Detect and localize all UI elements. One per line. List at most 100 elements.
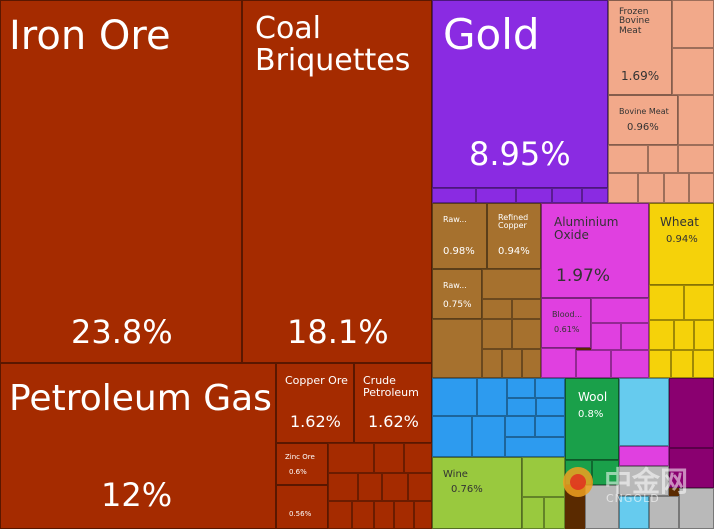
treemap-minor-tile	[693, 350, 714, 378]
tile-value: 23.8%	[71, 313, 173, 351]
treemap-minor-tile	[619, 466, 669, 496]
tile-label: Aluminium Oxide	[554, 215, 619, 242]
tile-label: Bovine Meat	[619, 107, 669, 116]
treemap-minor-tile	[619, 378, 669, 446]
treemap-minor-tile	[522, 349, 541, 378]
treemap-tile-gold[interactable]: Gold 8.95%	[432, 0, 608, 188]
treemap-tile-wool[interactable]: Wool 0.8%	[565, 378, 619, 460]
treemap-minor-tile	[404, 443, 432, 473]
treemap-minor-tile	[414, 501, 432, 529]
treemap-minor-tile	[672, 0, 714, 48]
tile-label: Iron Ore	[9, 13, 171, 59]
treemap-minor-tile	[505, 416, 535, 437]
treemap-tile-item-6[interactable]: 0.56%	[276, 485, 328, 529]
treemap-minor-tile	[482, 299, 512, 319]
tile-value: 0.98%	[443, 246, 475, 257]
treemap-tile-wheat[interactable]: Wheat 0.94%	[649, 203, 714, 285]
treemap-minor-tile	[649, 285, 684, 320]
treemap-tile-iron-ore[interactable]: Iron Ore 23.8%	[0, 0, 242, 363]
treemap-minor-tile	[374, 443, 404, 473]
treemap-minor-tile	[522, 497, 544, 529]
treemap-minor-tile	[576, 350, 611, 378]
tile-label: Copper Ore	[285, 374, 348, 387]
treemap-minor-tile	[328, 443, 374, 473]
treemap-minor-tile	[608, 173, 638, 203]
treemap-minor-tile	[482, 349, 502, 378]
tile-label: Frozen Bovine Meat	[619, 7, 650, 36]
treemap-minor-tile	[512, 319, 541, 349]
treemap-minor-tile	[522, 457, 565, 497]
treemap-minor-tile	[535, 378, 565, 398]
treemap-minor-tile	[505, 437, 565, 457]
tile-value: 1.62%	[368, 412, 419, 431]
treemap-minor-tile	[689, 173, 714, 203]
tile-value: 1.97%	[556, 266, 611, 286]
treemap-minor-tile	[638, 173, 664, 203]
treemap-tile-blood[interactable]: Blood... 0.61%	[541, 298, 591, 348]
tile-label: Raw...	[443, 281, 467, 290]
treemap-tile-raw[interactable]: Raw... 0.98%	[432, 203, 487, 269]
treemap-minor-tile	[394, 501, 414, 529]
treemap-minor-tile	[664, 173, 689, 203]
watermark-subtext: CNGOLD	[606, 492, 660, 505]
treemap-minor-tile	[674, 320, 694, 350]
treemap-minor-tile	[608, 145, 648, 173]
treemap-minor-tile	[502, 349, 522, 378]
treemap-tile-frozen-bovine-meat[interactable]: Frozen Bovine Meat 1.69%	[608, 0, 672, 95]
treemap-minor-tile	[472, 416, 505, 457]
treemap-minor-tile	[432, 416, 472, 457]
treemap-minor-tile	[591, 298, 649, 323]
treemap-minor-tile	[679, 488, 714, 529]
treemap-minor-tile	[611, 350, 649, 378]
treemap-minor-tile	[649, 350, 671, 378]
treemap-tile-crude-petroleum[interactable]: Crude Petroleum 1.62%	[354, 363, 432, 443]
treemap-tile-zinc-ore[interactable]: Zinc Ore 0.6%	[276, 443, 328, 485]
tile-value: 0.94%	[498, 246, 530, 257]
treemap-minor-tile	[482, 269, 541, 299]
treemap-tile-copper-ore[interactable]: Copper Ore 1.62%	[276, 363, 354, 443]
treemap-tile-wine[interactable]: Wine 0.76%	[432, 457, 522, 529]
tile-label: Gold	[443, 10, 540, 59]
treemap-minor-tile	[694, 320, 714, 350]
tile-label: Zinc Ore	[285, 453, 315, 461]
treemap-tile-refined-copper[interactable]: Refined Copper 0.94%	[487, 203, 541, 269]
treemap-minor-tile	[541, 348, 576, 378]
treemap-minor-tile	[649, 496, 679, 529]
tile-value: 0.96%	[627, 122, 659, 133]
treemap-tile-coal-briquettes[interactable]: Coal Briquettes 18.1%	[242, 0, 432, 363]
tile-value: 12%	[101, 476, 173, 514]
treemap-minor-tile	[476, 188, 516, 203]
treemap-tile-aluminium-oxide[interactable]: Aluminium Oxide 1.97%	[541, 203, 649, 298]
treemap-minor-tile	[328, 501, 352, 529]
treemap-minor-tile	[678, 95, 714, 145]
treemap-tile-petroleum-gas[interactable]: Petroleum Gas 12%	[0, 363, 276, 529]
tile-value: 0.6%	[289, 468, 307, 476]
treemap-minor-tile	[582, 188, 608, 203]
treemap-minor-tile	[535, 416, 565, 437]
tile-label: Raw...	[443, 215, 467, 224]
treemap-minor-tile	[482, 319, 512, 349]
treemap-minor-tile	[669, 448, 714, 488]
treemap-minor-tile	[621, 323, 649, 350]
tile-label: Coal Briquettes	[255, 11, 411, 78]
treemap-minor-tile	[374, 501, 394, 529]
treemap-minor-tile	[648, 145, 678, 173]
treemap-tile-raw[interactable]: Raw... 0.75%	[432, 269, 482, 319]
treemap-minor-tile	[512, 299, 541, 319]
treemap-tile-bovine-meat[interactable]: Bovine Meat 0.96%	[608, 95, 678, 145]
tile-value: 0.76%	[451, 484, 483, 495]
treemap-minor-tile	[507, 398, 536, 416]
treemap-minor-tile	[432, 378, 477, 416]
tile-label: Refined Copper	[498, 213, 529, 231]
treemap-minor-tile	[408, 473, 432, 501]
tile-label: Wine	[443, 469, 468, 480]
treemap-minor-tile	[678, 145, 714, 173]
treemap-minor-tile	[358, 473, 382, 501]
treemap-minor-tile	[432, 319, 482, 378]
tile-value: 0.94%	[666, 234, 698, 245]
tile-value: 0.75%	[443, 300, 472, 310]
treemap-minor-tile	[619, 446, 669, 466]
tile-label: Blood...	[552, 310, 583, 319]
tile-value: 0.61%	[554, 325, 580, 334]
tile-value: 0.56%	[289, 510, 312, 518]
